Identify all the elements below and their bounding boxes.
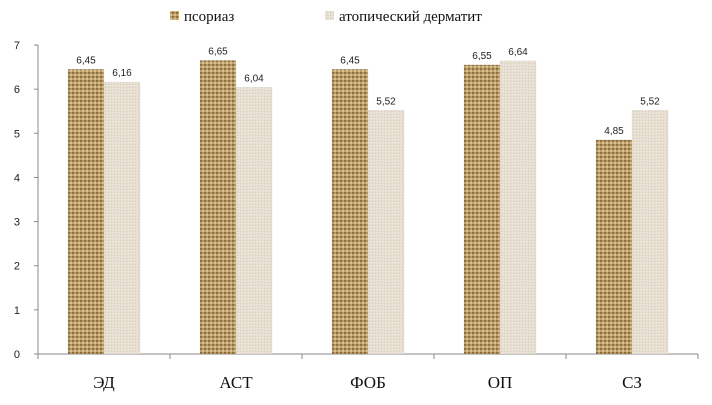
legend-swatch-psoriasis bbox=[170, 11, 179, 20]
x-axis: ЭД АСТ ФОБ ОП СЗ bbox=[37, 353, 699, 392]
category-label: ОП bbox=[488, 373, 513, 392]
data-label: 6,55 bbox=[472, 51, 492, 62]
y-tick-label: 3 bbox=[14, 217, 20, 229]
bar-atopic-dermatitis bbox=[499, 60, 537, 355]
legend-label-psoriasis: псориаз bbox=[184, 9, 234, 25]
y-tick-label: 1 bbox=[14, 305, 20, 317]
bar-psoriasis bbox=[331, 69, 369, 355]
bar-atopic-dermatitis bbox=[103, 81, 141, 355]
y-axis: 0 1 2 3 4 5 6 7 bbox=[14, 40, 39, 361]
legend: псориаз атопический дерматит bbox=[170, 9, 482, 25]
y-tick-label: 4 bbox=[14, 172, 20, 184]
bars bbox=[67, 60, 669, 355]
bar-atopic-dermatitis bbox=[631, 110, 669, 355]
legend-label-atopic-dermatitis: атопический дерматит bbox=[339, 9, 482, 25]
data-label: 5,52 bbox=[376, 96, 396, 107]
category-label: ЭД bbox=[93, 373, 115, 392]
category-label: СЗ bbox=[622, 373, 642, 392]
y-tick-label: 5 bbox=[14, 128, 20, 140]
data-label: 6,45 bbox=[340, 55, 360, 66]
bar-psoriasis bbox=[199, 60, 237, 355]
data-labels: 6,45 6,16 6,65 6,04 6,45 5,52 6,55 6,64 4,85 5,52 bbox=[76, 46, 660, 136]
data-label: 6,45 bbox=[76, 55, 96, 66]
data-label: 5,52 bbox=[640, 96, 660, 107]
bar-atopic-dermatitis bbox=[235, 87, 273, 355]
data-label: 6,16 bbox=[112, 68, 132, 79]
y-tick-label: 6 bbox=[14, 84, 20, 96]
y-tick-label: 0 bbox=[14, 349, 20, 361]
data-label: 4,85 bbox=[604, 126, 624, 137]
category-label: АСТ bbox=[219, 373, 253, 392]
data-label: 6,64 bbox=[508, 47, 528, 58]
legend-swatch-atopic-dermatitis bbox=[325, 11, 334, 20]
y-tick-label: 7 bbox=[14, 40, 20, 52]
data-label: 6,65 bbox=[208, 46, 228, 57]
bar-atopic-dermatitis bbox=[367, 110, 405, 355]
data-label: 6,04 bbox=[244, 73, 264, 84]
bar-psoriasis bbox=[67, 69, 105, 355]
y-tick-label: 2 bbox=[14, 261, 20, 273]
bar-psoriasis bbox=[463, 64, 501, 355]
category-label: ФОБ bbox=[350, 373, 386, 392]
bar-psoriasis bbox=[595, 139, 633, 355]
